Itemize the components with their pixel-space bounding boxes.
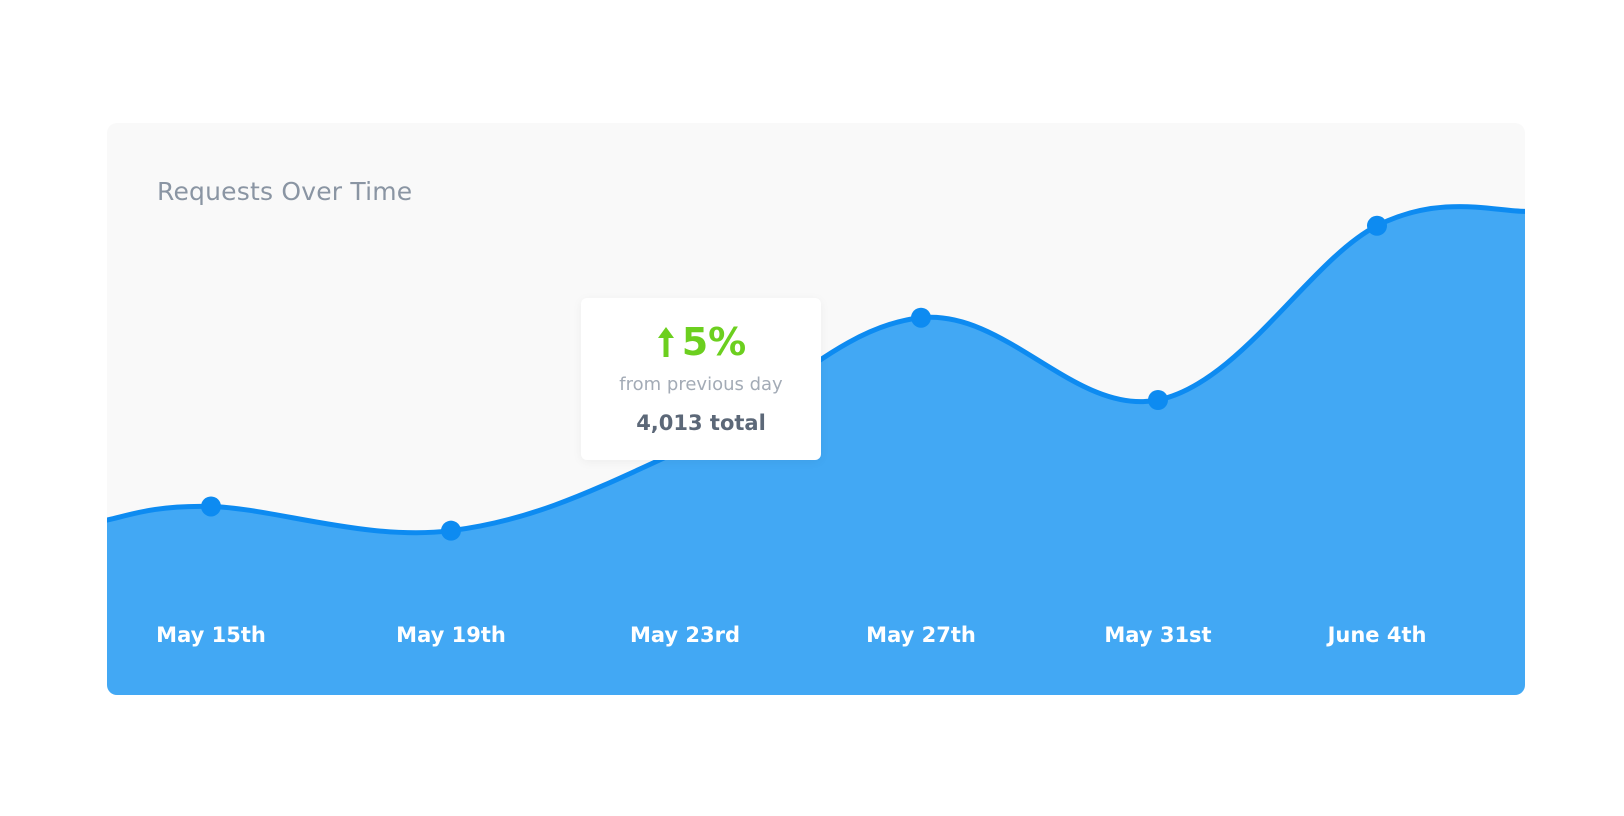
x-tick-label: May 15th [156,623,266,647]
data-point[interactable] [201,496,221,517]
x-tick-label: May 31st [1104,623,1211,647]
x-tick-label: June 4th [1326,623,1427,647]
chart-title: Requests Over Time [157,177,413,206]
x-tick-label: May 23rd [630,623,740,647]
tooltip-subtitle: from previous day [619,374,783,395]
data-point[interactable] [1148,390,1168,410]
x-tick-label: May 19th [396,623,506,647]
arrow-up-icon [657,327,674,357]
data-point[interactable] [441,520,461,541]
tooltip-change-value: 5% [681,320,747,364]
tooltip-total: 4,013 total [636,411,766,435]
tooltip-change: 5% [581,320,821,364]
x-tick-label: May 27th [866,623,976,647]
data-point[interactable] [911,307,931,328]
chart-card: Requests Over Time May 15th May 19th May 2… [107,123,1525,695]
data-tooltip: 5% from previous day 4,013 total [581,298,821,460]
series-line [107,204,1525,536]
data-point[interactable] [1367,215,1387,236]
